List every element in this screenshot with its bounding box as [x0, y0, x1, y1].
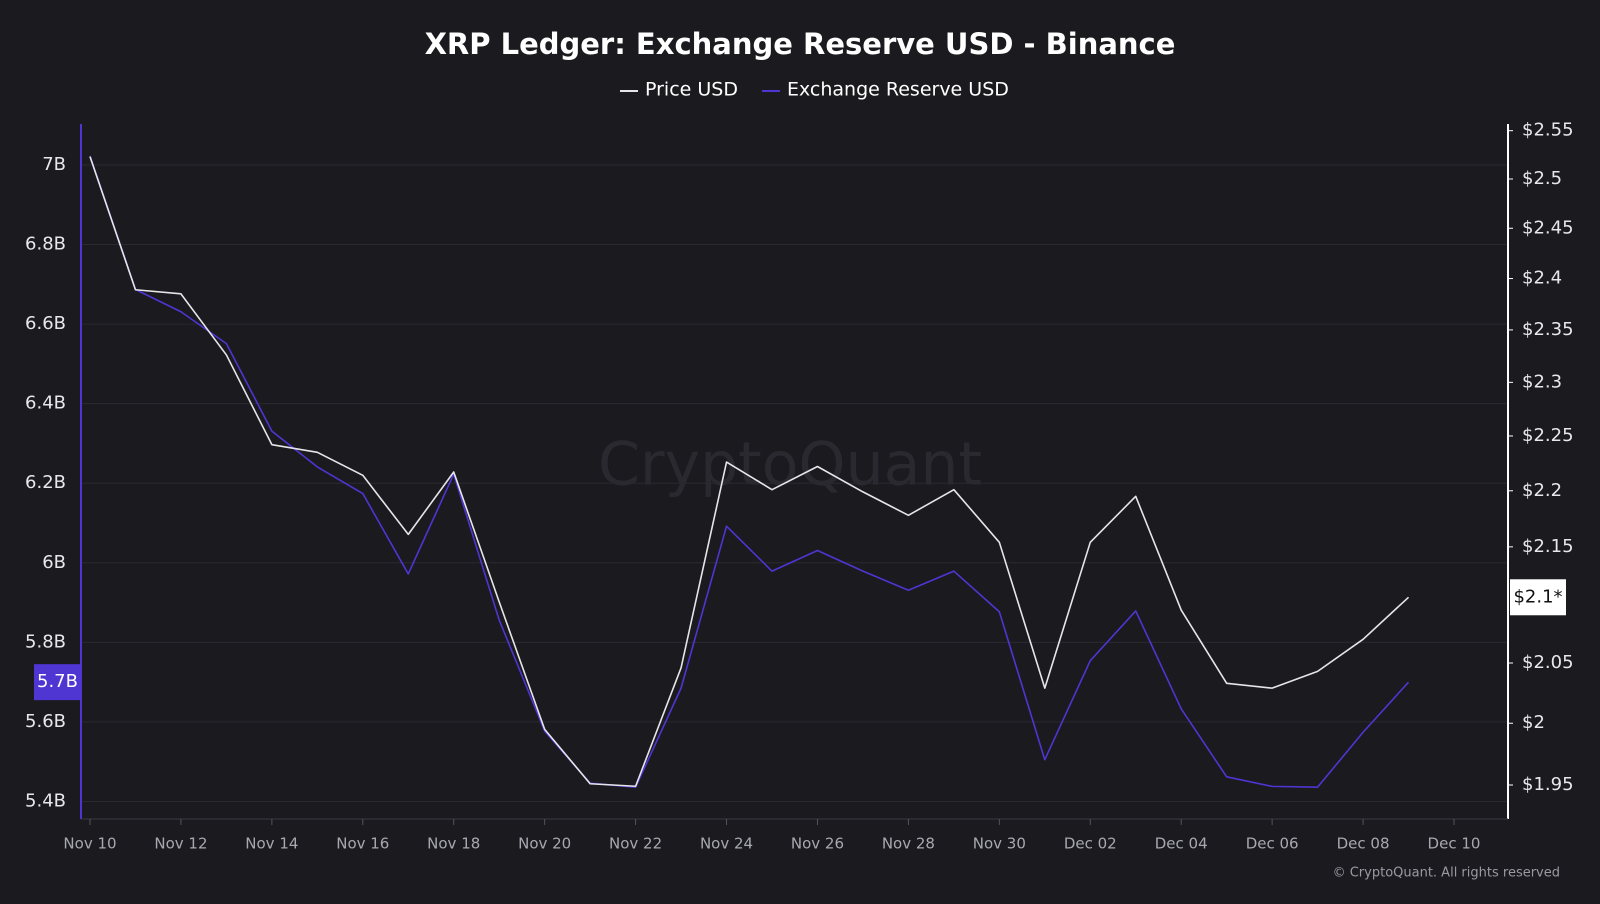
x-tick-label: Nov 24 [700, 835, 753, 853]
x-tick-label: Nov 20 [518, 835, 571, 853]
y-tick-label: 5.4B [25, 790, 66, 811]
x-tick-label: Dec 08 [1337, 835, 1390, 853]
y2-tick-label: $2.4 [1522, 268, 1562, 289]
x-tick-label: Nov 10 [63, 835, 116, 853]
x-tick-label: Dec 02 [1064, 835, 1117, 853]
x-tick-label: Nov 26 [791, 835, 844, 853]
x-tick-label: Nov 14 [245, 835, 298, 853]
y2-tick-label: $2.3 [1522, 371, 1562, 392]
legend-label: Exchange Reserve USD [787, 79, 1009, 101]
y2-tick-label: $2 [1522, 712, 1545, 733]
y-tick-label: 6.2B [25, 472, 66, 493]
x-tick-label: Nov 22 [609, 835, 662, 853]
x-tick-label: Dec 06 [1246, 835, 1299, 853]
x-tick-label: Nov 12 [154, 835, 207, 853]
y-tick-label: 6.4B [25, 393, 66, 414]
copyright: © CryptoQuant. All rights reserved [1333, 866, 1560, 881]
y2-tick-label: $2.35 [1522, 319, 1574, 340]
last-value-badge [1510, 579, 1566, 616]
y-tick-label: 6.6B [25, 313, 66, 334]
y2-tick-label: $2.05 [1522, 652, 1574, 673]
y2-tick-label: $2.45 [1522, 217, 1574, 238]
y-tick-label: 6B [42, 552, 66, 573]
x-tick-label: Nov 28 [882, 835, 935, 853]
last-value-label: $2.1* [1513, 586, 1562, 607]
series-line [89, 155, 1410, 788]
series-line [89, 156, 1410, 788]
y-tick-label: 6.8B [25, 234, 66, 255]
x-tick-label: Nov 18 [427, 835, 480, 853]
chart-title: XRP Ledger: Exchange Reserve USD - Binan… [425, 27, 1176, 61]
y-tick-label: 5.6B [25, 711, 66, 732]
y2-tick-label: $2.2 [1522, 480, 1562, 501]
y-tick-label: 5.8B [25, 631, 66, 652]
y2-tick-label: $2.55 [1522, 120, 1574, 141]
x-tick-label: Dec 04 [1155, 835, 1208, 853]
y2-tick-label: $2.25 [1522, 425, 1574, 446]
y-tick-label: 7B [42, 154, 66, 175]
last-value-badge [34, 664, 81, 701]
last-value-label: 5.7B [37, 671, 78, 692]
watermark: CryptoQuant [598, 430, 982, 500]
y2-tick-label: $2.5 [1522, 168, 1562, 189]
y2-tick-label: $1.95 [1522, 774, 1574, 795]
y2-tick-label: $2.15 [1522, 536, 1574, 557]
x-tick-label: Dec 10 [1428, 835, 1481, 853]
legend-label: Price USD [645, 79, 738, 101]
x-tick-label: Nov 16 [336, 835, 389, 853]
x-tick-label: Nov 30 [973, 835, 1026, 853]
